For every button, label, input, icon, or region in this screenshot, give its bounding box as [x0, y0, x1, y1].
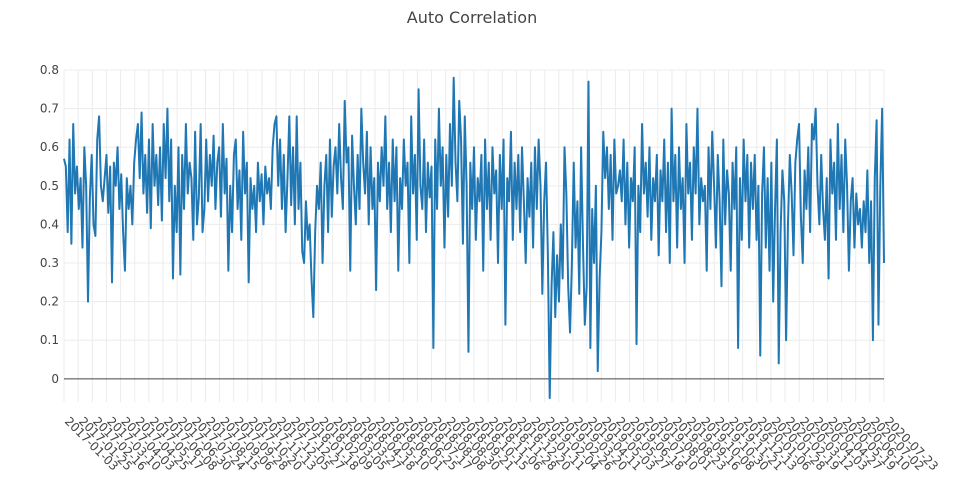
grid-layer	[63, 69, 885, 402]
series-line	[63, 76, 885, 400]
y-tick-label: 0.8	[40, 63, 59, 77]
y-tick-label: 0.7	[40, 102, 59, 116]
y-tick-label: 0	[51, 372, 59, 386]
y-tick-label: 0.5	[40, 179, 59, 193]
y-axis: 0 0.1 0.2 0.3 0.4 0.5 0.6 0.7 0.8	[40, 63, 59, 386]
y-tick-label: 0.2	[40, 295, 59, 309]
chart-title: Auto Correlation	[407, 8, 537, 27]
y-tick-label: 0.4	[40, 217, 59, 231]
x-axis: 2017-01-032017-01-252017-02-162017-03-10…	[62, 414, 941, 473]
series-layer	[63, 76, 885, 400]
y-tick-label: 0.6	[40, 140, 59, 154]
y-tick-label: 0.3	[40, 256, 59, 270]
y-tick-label: 0.1	[40, 333, 59, 347]
